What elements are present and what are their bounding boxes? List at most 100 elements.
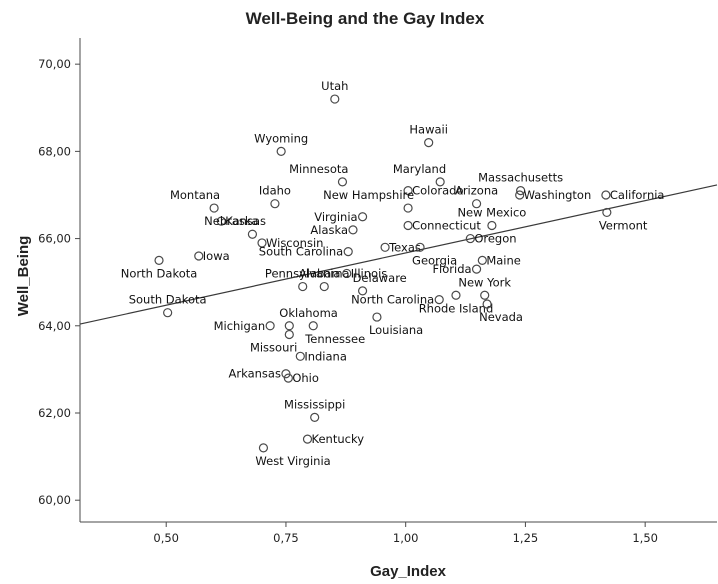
- data-point: [380, 242, 390, 252]
- data-point: [265, 321, 275, 331]
- data-point: [247, 229, 258, 239]
- point-label: Minnesota: [289, 162, 348, 176]
- chart-title: Well-Being and the Gay Index: [246, 9, 485, 28]
- data-point: [348, 225, 358, 235]
- x-tick-label: 1,50: [632, 531, 658, 545]
- point-label: New York: [458, 275, 511, 289]
- data-point: [163, 308, 173, 318]
- point-label: North Carolina: [351, 293, 434, 307]
- points-layer: Utah Hawaii Wyoming Minnesota Maryland Massac…: [121, 79, 665, 468]
- data-point: [435, 177, 445, 187]
- point-label: Alaska: [310, 223, 348, 237]
- data-point: [434, 295, 444, 305]
- point-label: Tennessee: [304, 332, 365, 346]
- point-label: Delaware: [353, 271, 407, 285]
- point-label: Indiana: [304, 349, 347, 363]
- data-point: [465, 233, 475, 244]
- point-label: Louisiana: [369, 323, 423, 337]
- point-label: Connecticut: [412, 218, 481, 232]
- data-point: [516, 186, 526, 196]
- point-label: Wyoming: [254, 131, 308, 145]
- data-point: [209, 203, 219, 213]
- x-tick-label: 1,25: [513, 531, 539, 545]
- point-label: Oklahoma: [279, 306, 338, 320]
- point-label: Maine: [486, 253, 521, 267]
- data-point: [403, 203, 413, 213]
- data-point: [342, 268, 352, 279]
- point-label: Kansas: [225, 214, 266, 228]
- plot-frame: [79, 38, 717, 523]
- data-point: [283, 373, 293, 383]
- point-label: Oregon: [474, 232, 516, 246]
- data-point: [451, 290, 461, 300]
- point-label: South Dakota: [129, 293, 207, 307]
- point-label: Montana: [170, 188, 220, 202]
- data-point: [295, 351, 305, 361]
- point-label: California: [610, 188, 665, 202]
- data-point: [480, 290, 490, 300]
- data-point: [343, 247, 353, 257]
- y-tick-label: 62,00: [38, 406, 71, 420]
- data-point: [482, 299, 492, 309]
- data-point: [302, 434, 313, 444]
- data-point: [281, 369, 291, 379]
- point-label: Rhode Island: [419, 301, 494, 315]
- point-label: Georgia: [412, 253, 457, 267]
- data-point: [601, 190, 611, 200]
- data-point: [337, 177, 348, 187]
- point-label: Hawaii: [409, 123, 448, 137]
- point-label: Ohio: [292, 371, 319, 385]
- x-tick-label: 0,75: [273, 531, 299, 545]
- data-point: [403, 186, 413, 196]
- data-point: [477, 255, 487, 265]
- point-label: Colorado: [412, 184, 463, 198]
- point-label: New Mexico: [457, 205, 526, 219]
- y-tick-label: 66,00: [38, 232, 71, 246]
- data-point: [216, 216, 226, 226]
- point-label: Michigan: [214, 319, 266, 333]
- point-label: South Carolina: [259, 245, 343, 259]
- data-point: [194, 251, 204, 261]
- data-point: [471, 199, 482, 209]
- point-label: West Virginia: [255, 454, 330, 468]
- point-label: New Hampshire: [323, 188, 414, 202]
- data-point: [424, 138, 434, 148]
- y-tick-label: 60,00: [38, 493, 71, 507]
- data-point: [310, 412, 320, 422]
- point-label: Washington: [524, 188, 592, 202]
- point-label: Vermont: [599, 218, 648, 232]
- data-point: [258, 443, 269, 453]
- data-point: [276, 146, 286, 156]
- data-point: [471, 264, 482, 274]
- point-label: Illinois: [351, 266, 388, 280]
- data-point: [298, 281, 308, 292]
- y-tick-label: 68,00: [38, 144, 71, 158]
- x-tick-label: 1,00: [393, 531, 419, 545]
- data-point: [270, 199, 280, 209]
- data-point: [308, 321, 318, 331]
- data-point: [154, 255, 164, 265]
- y-tick-label: 64,00: [38, 319, 71, 333]
- fit-line: [79, 184, 718, 325]
- point-label: Alabama: [299, 267, 350, 281]
- data-point: [602, 207, 612, 218]
- data-point: [357, 286, 368, 296]
- data-point: [415, 242, 425, 252]
- point-label: Arkansas: [229, 367, 281, 381]
- point-label: Missouri: [250, 341, 297, 355]
- point-label: Nevada: [479, 310, 523, 324]
- point-label: Idaho: [259, 184, 291, 198]
- point-label: Maryland: [393, 162, 446, 176]
- x-tick-label: 0,50: [153, 531, 179, 545]
- data-point: [284, 321, 294, 331]
- y-tick-label: 70,00: [38, 57, 71, 71]
- point-label: Mississippi: [284, 397, 345, 411]
- point-label: Pennsylvania: [265, 267, 341, 281]
- point-label: Iowa: [203, 249, 230, 263]
- point-label: Massachusetts: [478, 171, 563, 185]
- axis-ticks: 0,50 0,75 1,00 1,25 1,50 60,00 62,00 64,00 66,00…: [38, 57, 658, 545]
- fit-line-layer: [79, 184, 718, 325]
- data-point: [515, 190, 525, 200]
- data-point: [330, 94, 340, 104]
